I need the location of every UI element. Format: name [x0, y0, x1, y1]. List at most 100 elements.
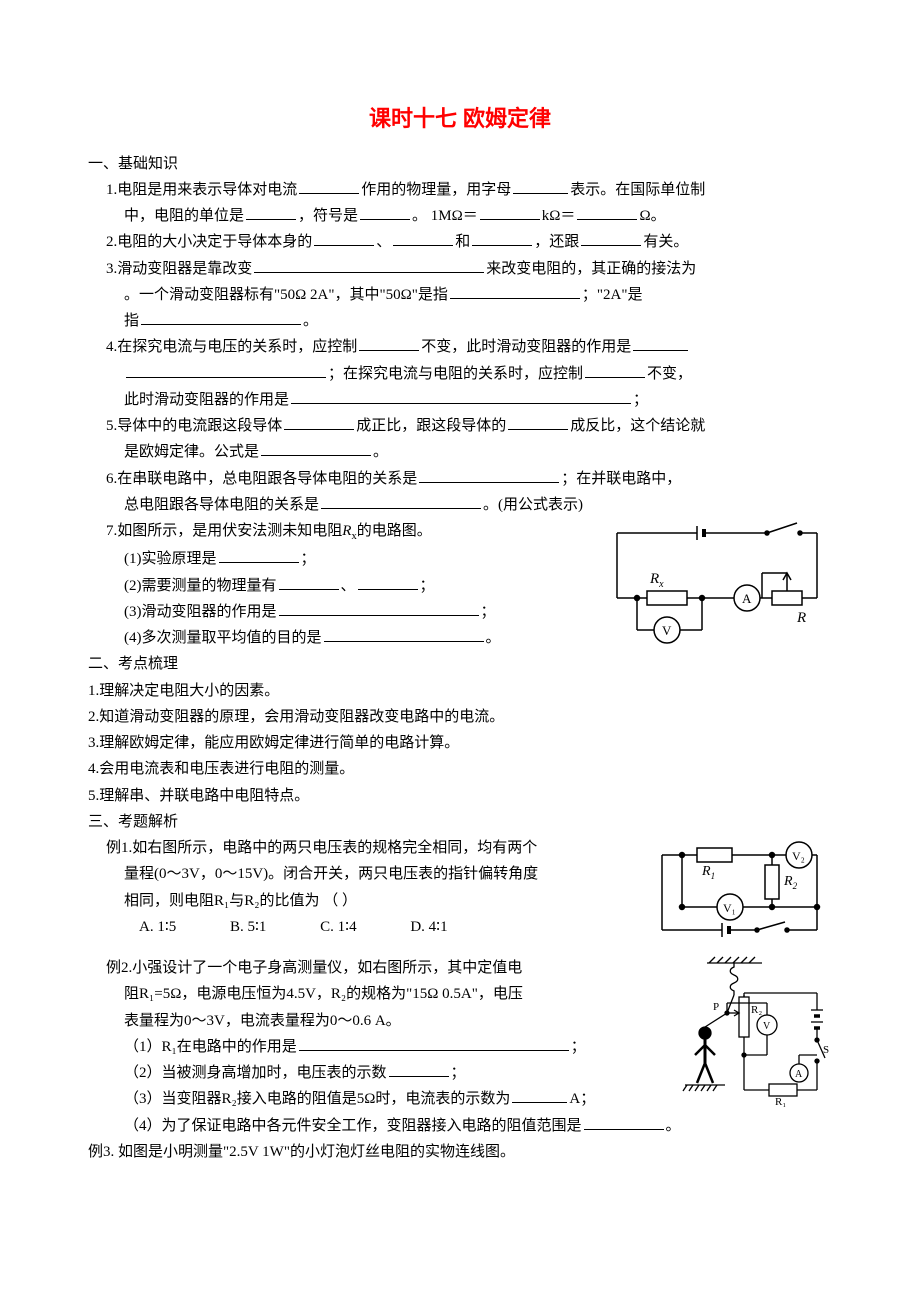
blank: [389, 1061, 449, 1077]
blank: [450, 283, 580, 299]
choice-b: B. 5∶1: [230, 914, 266, 940]
q3-text: 指: [124, 313, 139, 329]
label-v1: V₁: [723, 901, 736, 915]
blank: [299, 178, 359, 194]
blank: [393, 230, 453, 246]
blank: [360, 204, 410, 220]
point-4: 4.会用电流表和电压表进行电阻的测量。: [88, 756, 832, 782]
section-examples-head: 三、考题解析: [88, 809, 832, 835]
q1-text: Ω。: [639, 208, 665, 224]
q4-text: 4.在探究电流与电压的关系时，应控制: [106, 339, 357, 355]
lesson-title: 课时十七 欧姆定律: [88, 100, 832, 139]
blank: [633, 335, 688, 351]
blank: [314, 230, 374, 246]
q5-text: 是欧姆定律。公式是: [124, 444, 259, 460]
q7-3-text: (3)滑动变阻器的作用是: [124, 604, 277, 620]
blank: [512, 1087, 567, 1103]
q7-2-text: (2)需要测量的物理量有: [124, 578, 277, 594]
q1-text: 。 1MΩ＝: [412, 208, 478, 224]
q7-text: 的电路图。: [357, 523, 432, 539]
q5-text: 成反比，这个结论就: [570, 418, 705, 434]
label-r1: R1: [701, 864, 715, 881]
q3: 3.滑动变阻器是靠改变 来改变电阻的，其正确的接法为: [88, 256, 832, 282]
label-a: A: [795, 1069, 803, 1080]
q7-text: 7.如图所示，是用伏安法测未知电阻: [106, 523, 342, 539]
e2-1-text: ；: [571, 1039, 586, 1055]
q1-text: 中，电阻的单位是: [124, 208, 244, 224]
e2-3-text: A；: [569, 1091, 595, 1107]
q7-3-text: ；: [481, 604, 496, 620]
e2-3-text: （3）当变阻器R₂接入电路的阻值是5Ω时，电流表的示数为: [124, 1091, 510, 1107]
q1-text: kΩ＝: [542, 208, 576, 224]
label-v: V: [763, 1021, 771, 1032]
blank: [513, 178, 568, 194]
blank: [324, 626, 484, 642]
q5-text: 5.导体中的电流跟这段导体: [106, 418, 282, 434]
q3-text: 。: [303, 313, 318, 329]
document-page: 课时十七 欧姆定律 一、基础知识 1.电阻是用来表示导体对电流作用的物理量，用字…: [0, 0, 920, 1205]
blank: [261, 440, 371, 456]
choice-d: D. 4∶1: [410, 914, 447, 940]
q6-text: ；在并联电路中，: [561, 471, 681, 487]
q2-text: ，还跟: [534, 234, 579, 250]
q3-cont: 。一个滑动变阻器标有"50Ω 2A"，其中"50Ω"是指 ；"2A"是: [88, 282, 832, 308]
e2-4-text: （4）为了保证电路中各元件安全工作，变阻器接入电路的阻值范围是: [124, 1118, 582, 1134]
blank: [577, 204, 637, 220]
blank: [279, 600, 479, 616]
point-3: 3.理解欧姆定律，能应用欧姆定律进行简单的电路计算。: [88, 730, 832, 756]
q2-text: 2.电阻的大小决定于导体本身的: [106, 234, 312, 250]
blank: [508, 414, 568, 430]
q3-text: 。一个滑动变阻器标有"50Ω 2A"，其中"50Ω"是指: [124, 287, 448, 303]
q7-1-text: (1)实验原理是: [124, 551, 217, 567]
label-voltmeter: V: [662, 623, 672, 638]
q5-text: 。: [373, 444, 388, 460]
blank: [584, 1114, 664, 1130]
q4-cont2: 此时滑动变阻器的作用是；: [88, 387, 832, 413]
blank: [126, 362, 326, 378]
point-5: 5.理解串、并联电路中电阻特点。: [88, 783, 832, 809]
q6-cont: 总电阻跟各导体电阻的关系是。(用公式表示): [88, 492, 832, 518]
q1-text: ，符号是: [298, 208, 358, 224]
q4-cont: ；在探究电流与电阻的关系时，应控制不变，: [88, 361, 832, 387]
label-r: R: [796, 610, 806, 626]
blank: [585, 362, 645, 378]
e2-2-text: ；: [451, 1065, 466, 1081]
e2-2-text: （2）当被测身高增加时，电压表的示数: [124, 1065, 387, 1081]
blank: [419, 467, 559, 483]
q5: 5.导体中的电流跟这段导体 成正比，跟这段导体的 成反比，这个结论就: [88, 413, 832, 439]
example-2-4: （4）为了保证电路中各元件安全工作，变阻器接入电路的阻值范围是 。: [88, 1113, 832, 1139]
q1-text: 1.电阻是用来表示导体对电流: [106, 182, 297, 198]
circuit-diagram-3: P R₂ V A S R₁: [667, 955, 832, 1110]
choice-c: C. 1∶4: [320, 914, 356, 940]
q1-text: 表示。在国际单位制: [570, 182, 705, 198]
q2-text: 、: [376, 234, 391, 250]
blank: [219, 547, 299, 563]
q3-text: 3.滑动变阻器是靠改变: [106, 261, 252, 277]
label-rx: Rx: [649, 571, 664, 590]
label-v2: V₂: [792, 849, 805, 863]
q1: 1.电阻是用来表示导体对电流 作用的物理量，用字母 表示。在国际单位制: [88, 177, 832, 203]
blank: [254, 257, 484, 273]
blank: [291, 388, 631, 404]
q4: 4.在探究电流与电压的关系时，应控制不变，此时滑动变阻器的作用是: [88, 334, 832, 360]
circuit-diagram-1: Rx A V R: [602, 518, 832, 648]
label-r2: R₂: [751, 1004, 762, 1016]
example-3: 例3. 如图是小明测量"2.5V 1W"的小灯泡灯丝电阻的实物连线图。: [88, 1139, 832, 1165]
q5-text: 成正比，跟这段导体的: [356, 418, 506, 434]
label-p: P: [713, 1001, 719, 1013]
q7-4-text: 。: [486, 630, 501, 646]
e2-4-text: 。: [666, 1118, 681, 1134]
point-1: 1.理解决定电阻大小的因素。: [88, 678, 832, 704]
q6-text: 6.在串联电路中，总电阻跟各导体电阻的关系是: [106, 471, 417, 487]
blank: [246, 204, 296, 220]
q1-text: 作用的物理量，用字母: [361, 182, 511, 198]
q3-text: ；"2A"是: [582, 287, 643, 303]
section-points-head: 二、考点梳理: [88, 651, 832, 677]
blank: [480, 204, 540, 220]
blank: [279, 574, 339, 590]
circuit-diagram-2: R1 R2 V₁ V₂: [647, 835, 832, 955]
choice-a: A. 1∶5: [139, 914, 176, 940]
blank: [581, 230, 641, 246]
label-s: S: [823, 1044, 829, 1056]
q3-text: 来改变电阻的，其正确的接法为: [486, 261, 696, 277]
